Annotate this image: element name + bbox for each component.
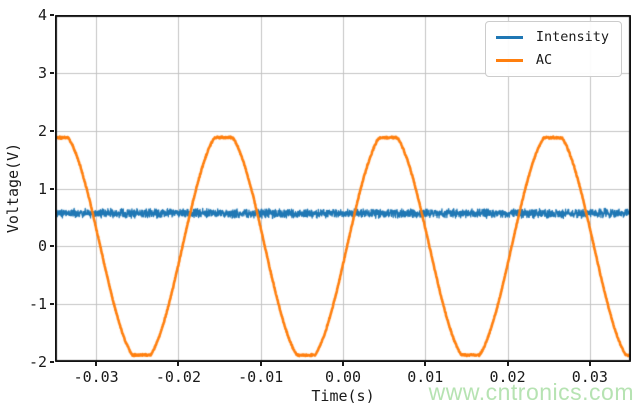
legend-label-ac: AC <box>535 52 553 68</box>
x-axis-label: Time(s) <box>311 387 375 405</box>
intensity-line-swatch-icon <box>495 36 523 39</box>
x-tick-mark <box>95 362 98 366</box>
y-tick-label: 3 <box>37 63 47 82</box>
legend-item-ac: AC <box>495 52 609 68</box>
x-tick-mark <box>588 362 591 366</box>
x-tick-label: 0.02 <box>489 368 526 386</box>
y-tick-label: 0 <box>37 237 47 256</box>
x-tick-label: 0.00 <box>324 368 362 386</box>
y-tick-mark <box>50 245 54 248</box>
y-tick-mark <box>50 129 54 132</box>
x-tick-mark <box>424 362 427 366</box>
legend: Intensity AC <box>484 21 622 77</box>
x-tick-label: 0.01 <box>407 368 444 386</box>
x-tick-label: -0.02 <box>155 368 201 386</box>
x-tick-mark <box>177 362 180 366</box>
x-tick-mark <box>506 362 509 366</box>
y-tick-label: 2 <box>37 121 47 140</box>
y-axis-label: Voltage(V) <box>4 142 22 234</box>
y-tick-label: -2 <box>28 353 47 371</box>
y-tick-label: 1 <box>37 179 47 198</box>
x-tick-mark <box>259 362 262 366</box>
x-tick-label: -0.01 <box>238 368 284 386</box>
x-tick-label: -0.03 <box>73 368 119 386</box>
y-tick-label: -1 <box>28 295 47 314</box>
y-tick-label: 4 <box>37 6 47 24</box>
watermark: www.cntronics.com <box>428 379 634 405</box>
plot-area: Intensity AC <box>55 15 631 362</box>
y-tick-mark <box>50 361 54 363</box>
legend-item-intensity: Intensity <box>495 29 609 45</box>
y-tick-mark <box>50 187 54 190</box>
y-tick-mark <box>50 303 54 306</box>
y-tick-mark <box>50 14 54 16</box>
y-tick-mark <box>50 71 54 74</box>
legend-label-intensity: Intensity <box>535 29 609 45</box>
ac-line-swatch-icon <box>495 59 523 62</box>
x-tick-label: 0.03 <box>571 368 608 386</box>
x-tick-mark <box>342 362 344 366</box>
